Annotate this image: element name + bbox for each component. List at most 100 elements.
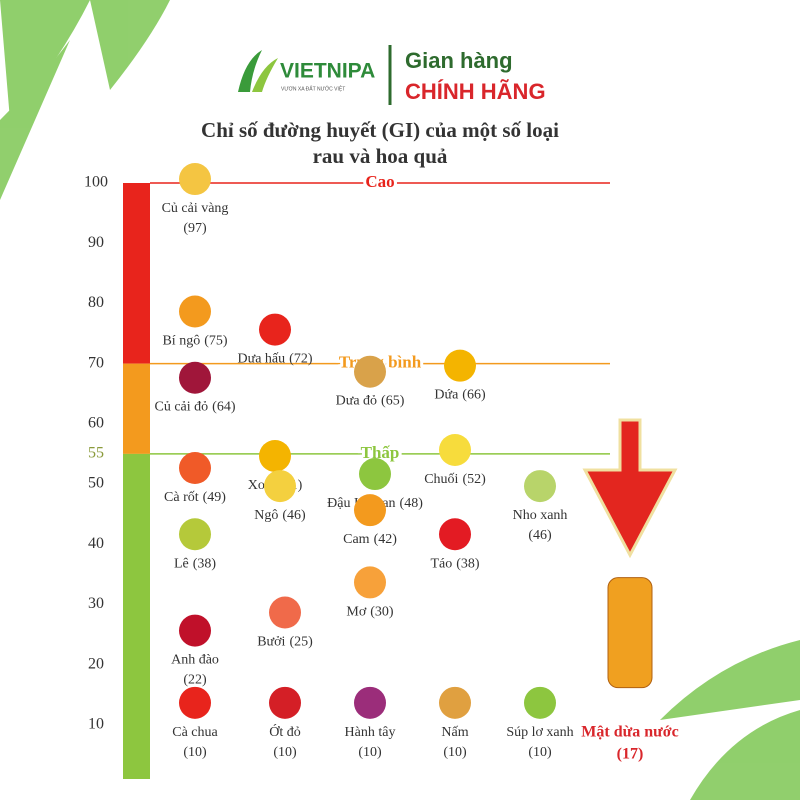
y-tick-label: 50 xyxy=(88,475,104,492)
item-name: Hành tây xyxy=(345,725,396,740)
item-icon xyxy=(444,349,476,382)
item-value-label: (10) xyxy=(358,745,382,760)
item-value-label: (42) xyxy=(374,532,398,547)
zone-label: Cao xyxy=(365,172,394,191)
item-icon xyxy=(179,518,211,551)
y-tick-label: 55 xyxy=(88,445,104,462)
item-label: Củ cải vàng (97) xyxy=(162,201,229,236)
item-label: Dưa hấu (72) xyxy=(238,352,313,367)
item-label: Nho xanh (46) xyxy=(513,508,568,543)
zone-label: Thấp xyxy=(361,443,400,462)
item-label: Bưởi (25) xyxy=(257,635,313,650)
y-tick-label: 10 xyxy=(88,715,104,732)
item-value-label: (30) xyxy=(370,605,394,620)
item-name: Cà chua xyxy=(172,725,218,740)
item-value-label: (25) xyxy=(289,635,313,650)
item-label: Nấm (10) xyxy=(441,725,468,760)
tagline: VƯƠN XA ĐẤT NƯỚC VIỆT xyxy=(281,84,345,92)
item-icon xyxy=(179,361,211,394)
item-icon xyxy=(179,686,211,719)
item-icon xyxy=(259,313,291,346)
badge-top: Gian hàng xyxy=(405,48,513,73)
item-icon xyxy=(264,470,296,503)
item-value-label: (22) xyxy=(183,673,207,688)
item-name: Củ cải vàng xyxy=(162,201,229,216)
item-value-label: (72) xyxy=(289,352,313,367)
item-value-label: (46) xyxy=(282,508,306,523)
item-name: Dưa hấu xyxy=(238,352,286,367)
brand: VIETNIPA xyxy=(280,60,375,83)
item-icon xyxy=(359,458,391,491)
item-label: Cà rốt (49) xyxy=(164,490,226,505)
item-icon xyxy=(524,686,556,719)
item-name: Súp lơ xanh xyxy=(506,725,573,740)
logo: VIETNIPA VƯƠN XA ĐẤT NƯỚC VIỆT xyxy=(238,50,375,92)
item-value-label: (17) xyxy=(617,745,644,762)
item-icon xyxy=(439,518,471,551)
item-label: Hành tây (10) xyxy=(345,725,396,760)
item-icon xyxy=(179,452,211,485)
item-name: Dứa xyxy=(434,388,459,403)
item-name: Dưa đỏ xyxy=(336,394,377,409)
item-value-label: (97) xyxy=(183,221,207,236)
item-value-label: (38) xyxy=(193,556,217,571)
item-label: Súp lơ xanh (10) xyxy=(506,725,573,760)
item-icon xyxy=(354,494,386,527)
item-name: Cà rốt xyxy=(164,490,199,505)
item-icon xyxy=(179,295,211,328)
item-label: Ớt đỏ (10) xyxy=(269,723,301,760)
highlight-arrow xyxy=(582,418,678,559)
chart-title: rau và hoa quả xyxy=(313,144,448,168)
y-tick-label: 90 xyxy=(88,234,104,251)
item-label: Dưa đỏ (65) xyxy=(336,394,405,409)
item-label: Mật dừa nước (17) xyxy=(581,723,678,762)
item-value-label: (38) xyxy=(456,556,480,571)
item-value-label: (10) xyxy=(183,745,207,760)
item-icon xyxy=(439,433,471,466)
item-icon xyxy=(354,355,386,388)
item-name: Mơ xyxy=(346,605,366,620)
item-name: Chuối xyxy=(424,472,458,487)
item-value-label: (75) xyxy=(204,334,228,349)
y-tick-label: 20 xyxy=(88,655,104,672)
item-name: Mật dừa nước xyxy=(581,723,678,740)
item-name: Nấm xyxy=(441,725,468,740)
item-value-label: (10) xyxy=(528,745,552,760)
item-label: Lê (38) xyxy=(174,556,216,571)
item-label: Bí ngô (75) xyxy=(162,334,227,349)
item-value-label: (48) xyxy=(400,496,424,511)
item-icon xyxy=(354,686,386,719)
item-name: Củ cải đỏ xyxy=(155,400,209,415)
item-value-label: (46) xyxy=(528,528,552,543)
y-tick-label: 70 xyxy=(88,354,104,371)
item-icon xyxy=(269,596,301,629)
item-value-label: (66) xyxy=(462,388,486,403)
item-label: Cam (42) xyxy=(343,532,397,547)
item-label: Ngô (46) xyxy=(254,508,306,523)
item-icon xyxy=(524,470,556,503)
item-name: Ớt đỏ xyxy=(269,723,301,740)
item-label: Củ cải đỏ (64) xyxy=(155,400,236,415)
item-value-label: (49) xyxy=(203,490,227,505)
item-value-label: (64) xyxy=(212,400,236,415)
zone-bar xyxy=(123,453,150,779)
y-tick-label: 60 xyxy=(88,414,104,431)
item-icon xyxy=(439,686,471,719)
y-tick-label: 80 xyxy=(88,294,104,311)
item-label: Táo (38) xyxy=(430,556,479,571)
item-name: Cam xyxy=(343,532,370,547)
item-name: Bí ngô xyxy=(162,334,200,349)
item-name: Anh đào xyxy=(171,653,219,668)
zone-bar xyxy=(123,363,150,454)
item-name: Táo xyxy=(430,556,452,571)
badge-bottom: CHÍNH HÃNG xyxy=(405,79,546,104)
item-name: Bưởi xyxy=(257,635,285,650)
item-label: Chuối (52) xyxy=(424,472,486,487)
item-icon xyxy=(179,614,211,647)
item-name: Lê xyxy=(174,556,189,571)
y-tick-label: 100 xyxy=(84,174,108,191)
item-icon xyxy=(269,686,301,719)
item-name: Ngô xyxy=(254,508,278,523)
